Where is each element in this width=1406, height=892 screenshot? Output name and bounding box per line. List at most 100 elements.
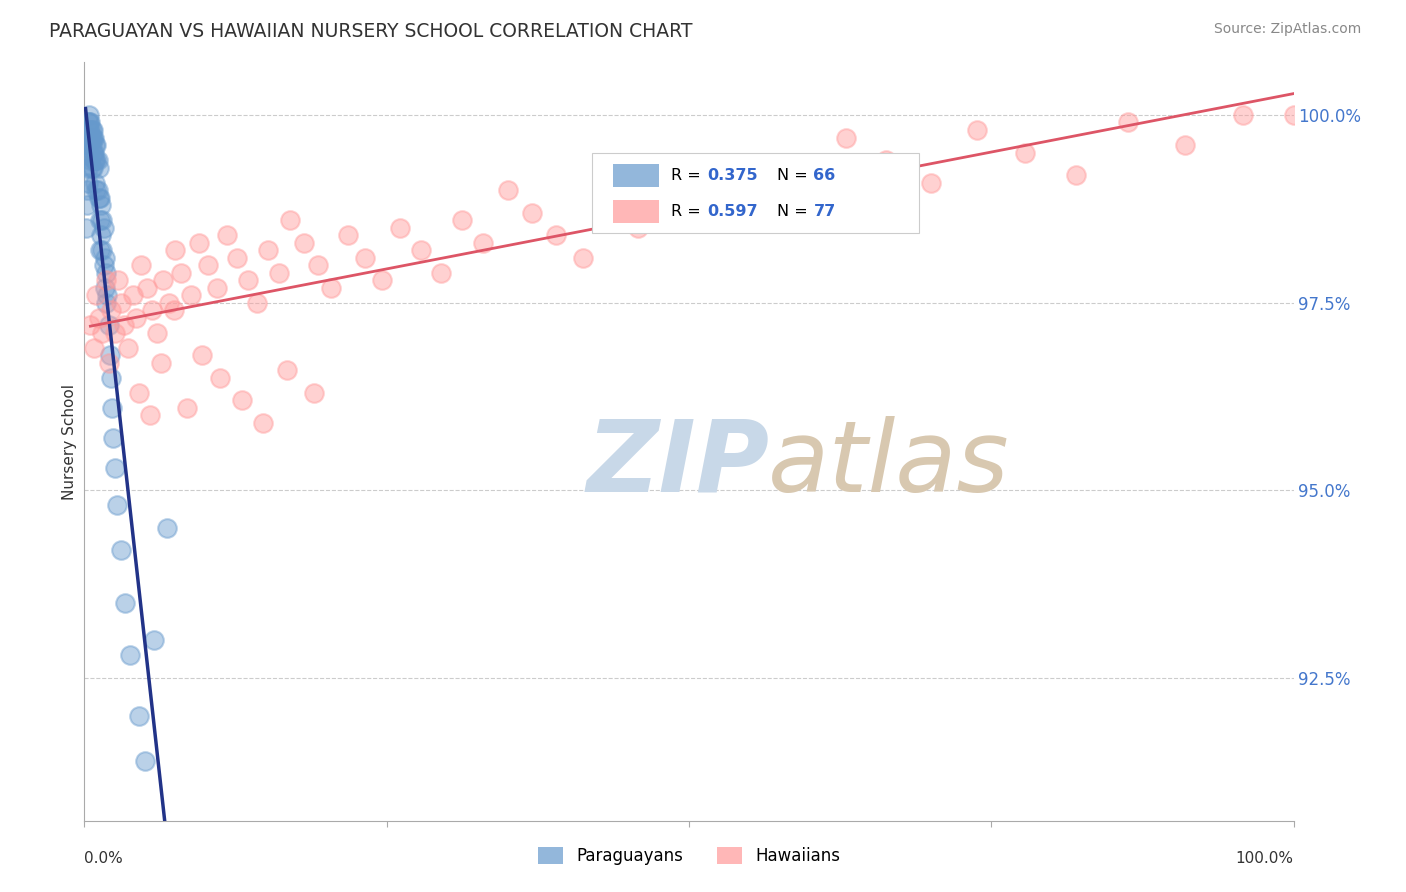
Text: 77: 77 xyxy=(814,203,835,219)
Hawaiians xyxy=(319,280,342,294)
Hawaiians xyxy=(759,161,782,175)
Paraguayans xyxy=(79,138,101,153)
Hawaiians xyxy=(724,213,747,227)
Paraguayans xyxy=(77,115,100,129)
Hawaiians xyxy=(207,280,229,294)
Text: ZIP: ZIP xyxy=(586,416,769,513)
Hawaiians xyxy=(294,235,316,250)
Paraguayans xyxy=(89,243,111,257)
Hawaiians xyxy=(107,273,129,287)
Paraguayans xyxy=(79,115,101,129)
Paraguayans xyxy=(77,145,100,160)
Hawaiians xyxy=(627,220,650,235)
Paraguayans xyxy=(86,183,108,197)
Paraguayans xyxy=(91,213,114,227)
Bar xyxy=(613,200,659,223)
Hawaiians xyxy=(117,341,139,355)
Hawaiians xyxy=(225,251,247,265)
Hawaiians xyxy=(128,385,150,400)
Legend: Paraguayans, Hawaiians: Paraguayans, Hawaiians xyxy=(538,847,839,865)
Paraguayans xyxy=(155,521,177,535)
Paraguayans xyxy=(82,145,104,160)
Paraguayans xyxy=(84,176,107,190)
Text: R =: R = xyxy=(671,168,706,183)
Paraguayans xyxy=(120,648,142,663)
Text: 100.0%: 100.0% xyxy=(1236,851,1294,866)
Paraguayans xyxy=(83,145,105,160)
Paraguayans xyxy=(89,190,111,204)
Hawaiians xyxy=(472,235,495,250)
Paraguayans xyxy=(76,198,98,212)
Paraguayans xyxy=(100,370,122,384)
Paraguayans xyxy=(80,130,103,145)
Text: R =: R = xyxy=(671,203,706,219)
Paraguayans xyxy=(80,138,103,153)
Hawaiians xyxy=(180,288,202,302)
Hawaiians xyxy=(388,220,411,235)
Hawaiians xyxy=(121,288,143,302)
Paraguayans xyxy=(77,130,100,145)
Paraguayans xyxy=(93,258,115,272)
Paraguayans xyxy=(90,228,112,243)
Hawaiians xyxy=(450,213,472,227)
Paraguayans xyxy=(143,633,166,648)
Hawaiians xyxy=(1174,138,1197,153)
Text: 0.0%: 0.0% xyxy=(84,851,124,866)
Hawaiians xyxy=(100,303,122,318)
Hawaiians xyxy=(188,235,211,250)
Text: 66: 66 xyxy=(814,168,835,183)
Hawaiians xyxy=(136,280,159,294)
Hawaiians xyxy=(157,295,180,310)
Hawaiians xyxy=(138,409,160,423)
Hawaiians xyxy=(496,183,519,197)
Hawaiians xyxy=(91,326,114,340)
Paraguayans xyxy=(79,130,101,145)
Paraguayans xyxy=(104,460,127,475)
Hawaiians xyxy=(966,123,988,137)
Paraguayans xyxy=(83,153,105,167)
Paraguayans xyxy=(86,138,108,153)
Paraguayans xyxy=(82,123,104,137)
Hawaiians xyxy=(104,326,127,340)
Paraguayans xyxy=(79,153,101,167)
Paraguayans xyxy=(77,161,100,175)
Paraguayans xyxy=(87,190,110,204)
Hawaiians xyxy=(1064,168,1087,182)
Paraguayans xyxy=(101,401,124,415)
Hawaiians xyxy=(86,288,108,302)
Hawaiians xyxy=(231,393,253,408)
Hawaiians xyxy=(163,303,186,318)
Paraguayans xyxy=(94,280,117,294)
Text: N =: N = xyxy=(778,168,813,183)
Hawaiians xyxy=(79,318,101,333)
Paraguayans xyxy=(82,161,104,175)
Hawaiians xyxy=(176,401,198,415)
Hawaiians xyxy=(257,243,280,257)
Hawaiians xyxy=(409,243,432,257)
Hawaiians xyxy=(307,258,329,272)
Hawaiians xyxy=(336,228,359,243)
Hawaiians xyxy=(278,213,301,227)
Hawaiians xyxy=(520,205,543,219)
Hawaiians xyxy=(149,356,172,370)
Hawaiians xyxy=(129,258,152,272)
Hawaiians xyxy=(125,310,148,325)
Hawaiians xyxy=(1282,108,1305,122)
Hawaiians xyxy=(141,303,163,318)
Hawaiians xyxy=(146,326,169,340)
Paraguayans xyxy=(87,161,110,175)
Paraguayans xyxy=(77,108,100,122)
Paraguayans xyxy=(94,266,117,280)
Paraguayans xyxy=(98,348,121,362)
Hawaiians xyxy=(599,198,621,212)
Hawaiians xyxy=(170,266,193,280)
Paraguayans xyxy=(77,176,100,190)
Hawaiians xyxy=(83,341,105,355)
Hawaiians xyxy=(875,153,897,167)
Paraguayans xyxy=(94,251,117,265)
Hawaiians xyxy=(97,356,120,370)
Hawaiians xyxy=(920,176,942,190)
Text: 0.597: 0.597 xyxy=(707,203,758,219)
Hawaiians xyxy=(835,130,858,145)
Paraguayans xyxy=(114,596,136,610)
